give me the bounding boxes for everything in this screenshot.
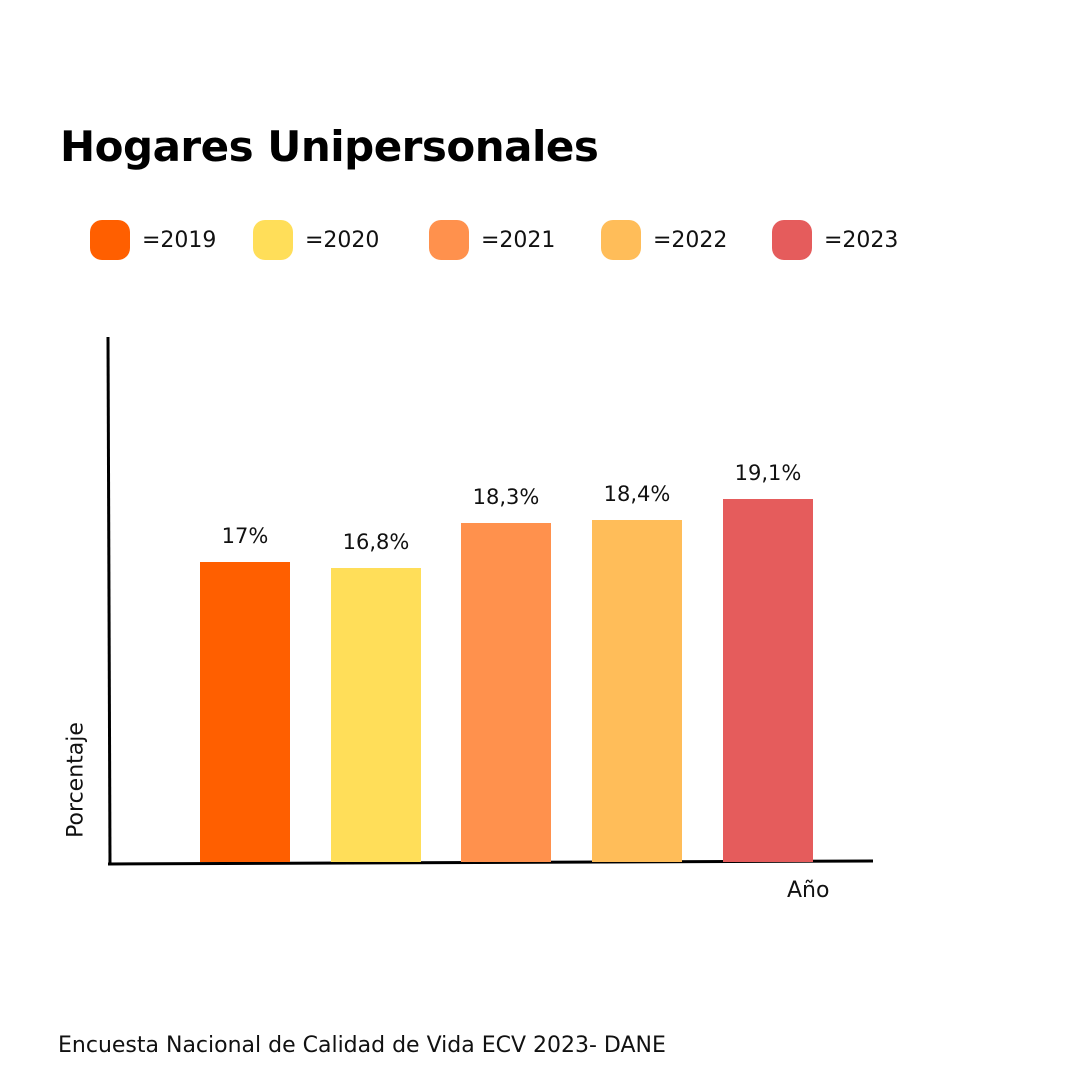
legend-swatch <box>90 220 130 260</box>
legend-swatch <box>253 220 293 260</box>
data-label-2022: 18,4% <box>604 482 671 506</box>
bar-2023 <box>723 499 813 862</box>
data-label-2021: 18,3% <box>473 485 540 509</box>
y-axis-label: Porcentaje <box>63 722 89 838</box>
legend-label: =2023 <box>824 227 899 253</box>
x-axis-label: Año <box>787 878 830 903</box>
data-label-2019: 17% <box>222 524 269 548</box>
legend-label: =2020 <box>305 227 380 253</box>
bar-2019 <box>200 562 290 862</box>
chart-title: Hogares Unipersonales <box>60 122 599 171</box>
legend-swatch <box>772 220 812 260</box>
legend-item-2019: =2019 <box>90 220 216 260</box>
data-label-2023: 19,1% <box>735 461 802 485</box>
legend-swatch <box>429 220 469 260</box>
bar-2020 <box>331 568 421 862</box>
bar-2021 <box>461 523 551 862</box>
legend-item-2023: =2023 <box>772 220 898 260</box>
legend-item-2021: =2021 <box>429 220 555 260</box>
legend-label: =2019 <box>142 227 217 253</box>
source-note: Encuesta Nacional de Calidad de Vida ECV… <box>58 1033 666 1058</box>
legend-label: =2022 <box>653 227 728 253</box>
bar-2022 <box>592 520 682 862</box>
y-axis <box>106 336 112 865</box>
data-label-2020: 16,8% <box>343 530 410 554</box>
legend-label: =2021 <box>481 227 556 253</box>
legend-item-2022: =2022 <box>601 220 727 260</box>
legend-item-2020: =2020 <box>253 220 379 260</box>
legend-swatch <box>601 220 641 260</box>
